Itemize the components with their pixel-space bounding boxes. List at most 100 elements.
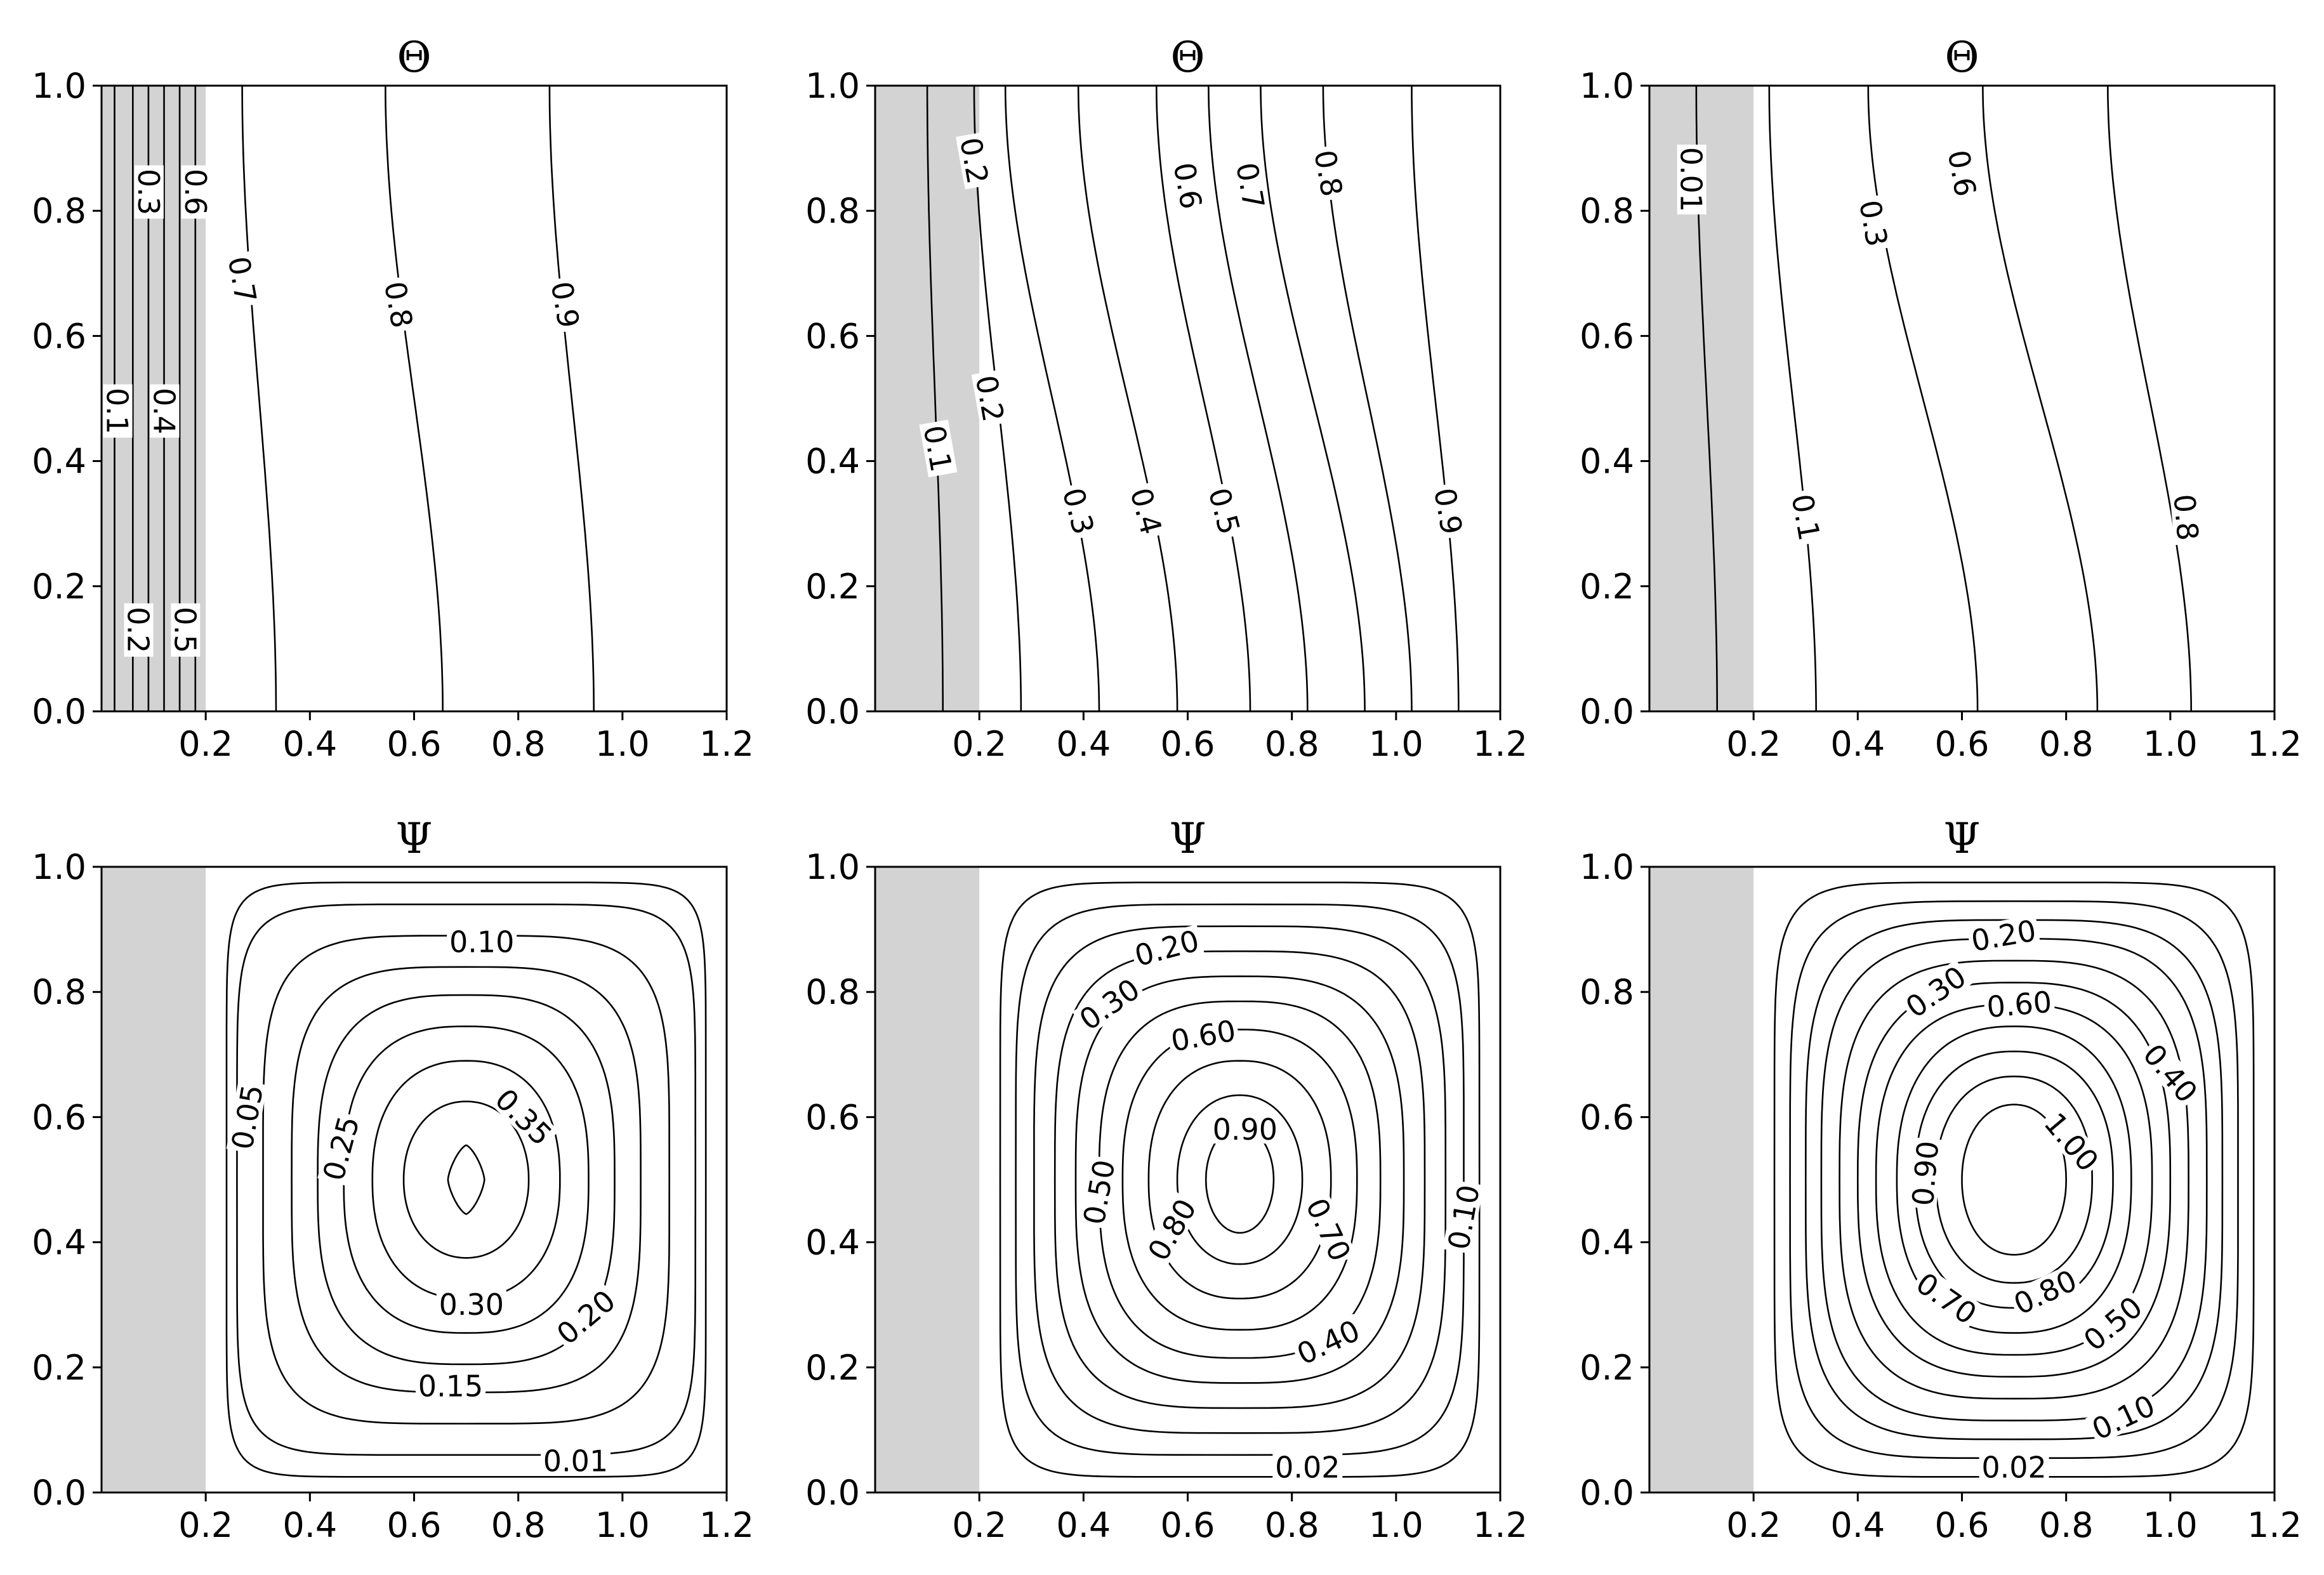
y-tick-label: 0.6 [805, 316, 860, 356]
contour-line [291, 966, 642, 1394]
contour-line [1867, 85, 1979, 712]
contour-label: 0.1 [1785, 488, 1826, 546]
contour-line [1121, 1029, 1358, 1331]
contour-label-text: 0.40 [1291, 1313, 1365, 1371]
contour-label: 0.60 [1166, 1013, 1241, 1058]
contour-label-text: 0.10 [2087, 1388, 2160, 1447]
contour-label: 0.50 [2076, 1289, 2149, 1357]
contour-line [262, 935, 671, 1425]
contour-label: 0.2 [969, 369, 1011, 428]
contour-label-text: 0.80 [2009, 1263, 2082, 1321]
x-tick-label: 1.2 [699, 724, 754, 764]
contour-label-text: 0.30 [439, 1288, 504, 1322]
contour-line [1914, 1050, 2114, 1309]
contour-line [317, 994, 616, 1366]
y-tick-label: 1.0 [1580, 847, 1634, 887]
contour-line [1839, 959, 2189, 1400]
contour-label-text: 0.2 [953, 135, 995, 187]
x-tick-label: 0.4 [1056, 724, 1111, 764]
contour-label: 0.60 [1983, 985, 2056, 1024]
contour-label-text: 0.60 [1168, 1013, 1238, 1058]
x-tick-label: 1.0 [2143, 1505, 2198, 1545]
x-tick-label: 0.4 [1056, 1505, 1111, 1545]
contour-line [1896, 1025, 2132, 1334]
y-tick-label: 0.4 [805, 1223, 860, 1263]
contour-label: 0.2 [121, 603, 155, 657]
y-tick-label: 0.2 [32, 567, 86, 607]
contour-line [1789, 900, 2239, 1460]
contour-label-text: 0.3 [1852, 197, 1894, 249]
contour-line [1156, 85, 1251, 712]
contour-label-text: 0.3 [131, 169, 166, 215]
y-tick-label: 0.4 [805, 442, 860, 482]
x-tick-label: 0.6 [1161, 724, 1215, 764]
y-tick-label: 0.8 [32, 972, 86, 1012]
contour-line [1260, 85, 1366, 712]
contour-label-text: 0.8 [1307, 147, 1349, 199]
contour-line [548, 85, 595, 712]
contour-label-text: 0.02 [1275, 1451, 1340, 1485]
contour-line [1935, 1075, 2094, 1284]
y-tick-label: 0.0 [1580, 1473, 1634, 1513]
contour-label: 0.10 [447, 925, 517, 959]
contour-label: 0.01 [541, 1444, 611, 1479]
contour-label-text: 0.50 [1077, 1157, 1122, 1227]
contour-label-text: 0.15 [418, 1369, 483, 1403]
contour-line [385, 86, 444, 711]
contour-line [371, 1060, 561, 1300]
y-tick-label: 0.2 [805, 567, 860, 607]
contour-label-text: 0.6 [178, 169, 213, 215]
x-tick-label: 0.6 [1935, 724, 1990, 764]
contour-label: 1.00 [2037, 1105, 2106, 1178]
contour-label: 0.20 [1129, 923, 1205, 973]
y-tick-label: 0.2 [32, 1348, 86, 1388]
contour-line [1856, 982, 2172, 1378]
contour-label: 0.02 [1979, 1451, 2049, 1485]
solid-region [875, 86, 980, 711]
x-tick-label: 1.0 [2143, 724, 2198, 764]
contour-label-text: 0.02 [1981, 1451, 2046, 1485]
y-tick-label: 1.0 [805, 847, 860, 887]
contour-label: 0.9 [545, 275, 586, 334]
contour-label: 0.8 [378, 275, 419, 334]
contour-line [2107, 85, 2192, 712]
contour-label: 0.4 [1123, 481, 1168, 541]
x-tick-label: 0.6 [1161, 1505, 1215, 1545]
contour-line [1176, 1094, 1304, 1265]
contour-label-text: 0.6 [1941, 147, 1983, 199]
contour-label: 0.90 [1906, 1137, 1946, 1209]
contour-label: 0.20 [549, 1283, 622, 1352]
contour-label: 0.6 [178, 165, 213, 219]
y-tick-label: 0.0 [805, 692, 860, 732]
x-tick-label: 0.8 [1265, 1505, 1319, 1545]
x-tick-label: 1.2 [1473, 724, 1528, 764]
contour-label-text: 0.7 [1229, 160, 1271, 211]
panel-title: Ψ [1170, 814, 1206, 863]
x-tick-label: 0.8 [2039, 1505, 2094, 1545]
x-tick-label: 1.0 [1369, 1505, 1423, 1545]
contour-label-text: 0.1 [1785, 492, 1826, 543]
contour-label: 0.7 [221, 251, 263, 308]
contour-label-text: 0.01 [543, 1444, 608, 1479]
contour-label: 0.30 [1898, 959, 1973, 1025]
x-tick-label: 0.2 [1726, 724, 1781, 764]
contour-label: 0.50 [1077, 1155, 1122, 1229]
x-tick-label: 1.2 [2247, 1505, 2302, 1545]
contour-line [1098, 1000, 1382, 1359]
y-tick-label: 0.6 [1580, 1097, 1634, 1137]
panel-1: 0.1 0.2 0.3 0.4 0.5 0.6 0.7 0.8 0.9 0.2 0.4 0.6 0.8 1… [32, 33, 754, 764]
contour-label-text: 0.90 [1906, 1140, 1946, 1208]
y-tick-label: 0.0 [32, 1473, 86, 1513]
contour-label-text: 0.3 [1056, 484, 1101, 538]
y-tick-label: 0.8 [805, 191, 860, 231]
y-tick-label: 0.4 [32, 442, 86, 482]
contour-label: 0.8 [2167, 489, 2205, 546]
x-tick-label: 0.8 [491, 724, 546, 764]
y-tick-label: 0.2 [805, 1348, 860, 1388]
contour-label: 0.6 [1167, 157, 1208, 214]
contour-line [1074, 975, 1405, 1384]
contour-line [1208, 85, 1309, 712]
contour-label: 0.3 [131, 165, 166, 219]
x-tick-label: 1.2 [2247, 724, 2302, 764]
x-tick-label: 1.2 [1473, 1505, 1528, 1545]
